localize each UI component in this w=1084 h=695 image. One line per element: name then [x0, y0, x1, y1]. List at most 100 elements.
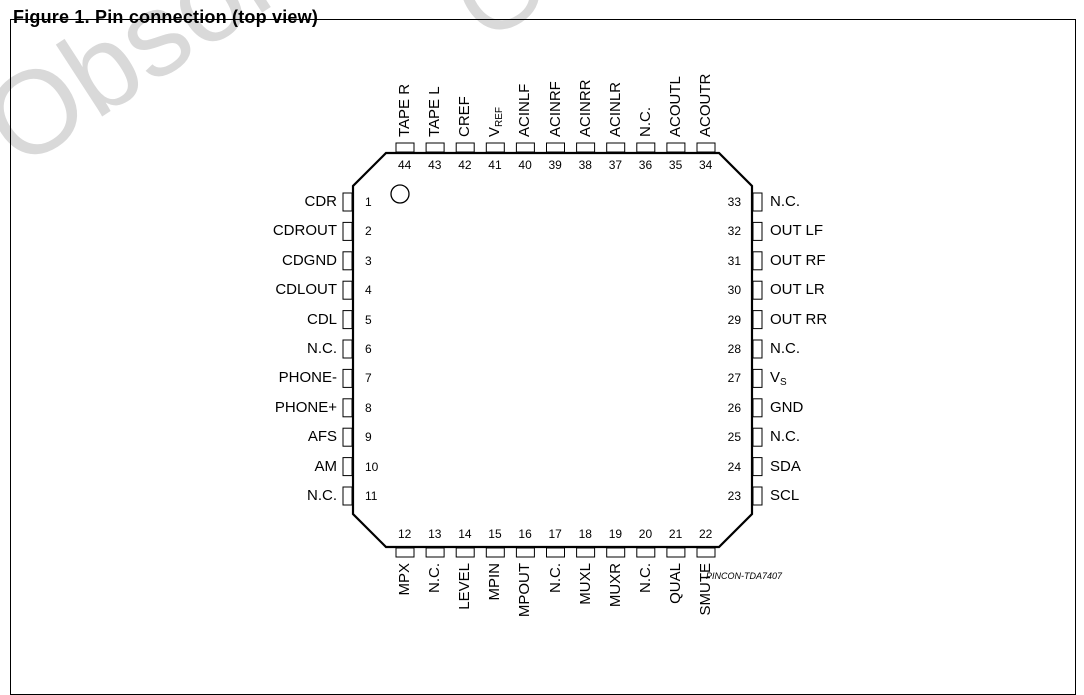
pin-label-15-text: MPIN [486, 563, 504, 601]
pin-label-26-text: GND [770, 398, 804, 416]
pin-label-41: VREF [486, 106, 508, 137]
pin-box-32 [752, 221, 763, 241]
pin-label-26: GND [770, 398, 804, 416]
pin-label-5: CDL [306, 310, 337, 328]
pin-label-12: MPX [396, 563, 413, 625]
pin-label-35: ACOUTL [667, 76, 684, 137]
pin-number-2: 2 [365, 224, 372, 239]
pin-number-35: 35 [668, 158, 683, 172]
pin-box-20 [636, 547, 656, 558]
pin-label-23-text: SCL [770, 487, 800, 504]
pin-number-41: 41 [488, 158, 502, 172]
pin-number-26: 26 [727, 400, 741, 415]
pin-label-6: N.C. [307, 341, 337, 357]
pin-label-23: SCL [770, 488, 799, 504]
pin-number-24: 24 [727, 459, 741, 474]
pin-label-28: N.C. [770, 341, 800, 357]
pin-box-3 [342, 251, 353, 271]
pin-label-6-text: N.C. [307, 340, 337, 357]
pin-label-11-text: N.C. [307, 487, 337, 504]
pin-box-14 [455, 547, 475, 558]
pin-box-42 [455, 142, 475, 153]
pin-number-22: 22 [699, 527, 713, 541]
pin-box-10 [342, 457, 353, 477]
pin1-marker [390, 184, 410, 204]
pin-box-33 [752, 192, 763, 212]
pin-label-39: ACINRF [547, 81, 564, 137]
pin-number-39: 39 [548, 158, 562, 172]
pin-label-20-text: N.C. [636, 563, 654, 593]
pin-label-9: AFS [308, 429, 337, 445]
pin-label-33-text: N.C. [770, 193, 800, 210]
pin-box-29 [752, 310, 763, 330]
pin-label-18-text: MUXL [576, 563, 594, 605]
pin-box-7 [342, 368, 353, 388]
pin-label-44: TAPE R [396, 83, 413, 137]
pin-label-17: N.C. [547, 563, 564, 625]
pin-number-13: 13 [428, 527, 442, 541]
pin-box-31 [752, 251, 763, 271]
pin-label-10: AM [314, 457, 338, 475]
pin-label-1-text: CDR [304, 193, 338, 210]
pin-box-2 [342, 221, 353, 241]
pin-number-32: 32 [727, 224, 741, 239]
pin-label-20: N.C. [636, 563, 654, 625]
pin-label-3: CDGND [282, 251, 337, 269]
pin-label-15: MPIN [486, 563, 504, 625]
pin-label-34: ACOUTR [697, 74, 714, 137]
pin-label-32: OUT LF [770, 223, 823, 239]
pin-label-31-text: OUT RF [770, 251, 826, 269]
pin-box-37 [606, 142, 626, 153]
pin-box-41 [485, 142, 505, 153]
pin-label-1: CDR [305, 194, 338, 210]
pin-box-23 [752, 486, 763, 506]
pin-label-40: ACINLF [516, 84, 533, 137]
pin-box-28 [752, 339, 763, 359]
pin-box-9 [342, 427, 353, 447]
pin-label-25-text: N.C. [770, 428, 800, 446]
pin-label-10-text: AM [314, 457, 338, 475]
pin-label-30-text: OUT LR [770, 281, 825, 299]
pin-number-16: 16 [518, 527, 532, 541]
pin-label-16: MPOUT [516, 563, 533, 625]
pin-number-14: 14 [458, 527, 472, 541]
pin-label-27-subscript: S [780, 377, 787, 389]
pin-label-44-text: TAPE R [396, 83, 413, 137]
pin-label-19: MUXR [607, 563, 624, 625]
pin-label-30: OUT LR [770, 282, 825, 298]
pin-box-39 [546, 142, 565, 153]
pin-box-11 [342, 486, 353, 506]
pin-box-13 [425, 547, 445, 558]
pin-box-18 [576, 547, 596, 558]
pin-number-28: 28 [727, 342, 741, 356]
pin-number-30: 30 [727, 283, 741, 298]
pin-box-36 [636, 142, 656, 153]
pin-number-38: 38 [578, 158, 592, 172]
pin-label-5-text: CDL [306, 310, 337, 328]
pin-box-43 [425, 142, 445, 153]
pin-box-4 [342, 280, 353, 300]
pin-box-40 [515, 142, 535, 153]
pin-number-7: 7 [365, 371, 372, 386]
pin-number-12: 12 [398, 527, 412, 541]
pin-label-36-text: N.C. [636, 107, 654, 137]
pin-label-4: CDLOUT [275, 282, 337, 298]
pin-number-19: 19 [608, 527, 623, 541]
pin-number-36: 36 [638, 158, 653, 172]
pin-number-21: 21 [668, 527, 683, 541]
pin-number-9: 9 [365, 430, 372, 445]
pin-label-7-text: PHONE- [278, 369, 337, 387]
pin-label-28-text: N.C. [770, 340, 800, 357]
pin-box-19 [606, 547, 626, 558]
pin-box-27 [752, 368, 763, 388]
pin-number-42: 42 [458, 158, 472, 172]
pin-number-6: 6 [365, 342, 372, 356]
pin-number-18: 18 [578, 527, 592, 541]
pin-number-3: 3 [365, 253, 372, 268]
pin-number-11: 11 [365, 489, 378, 503]
pin-label-41-subscript: REF [494, 106, 506, 127]
pin-label-24: SDA [770, 458, 801, 475]
pin-label-3-text: CDGND [282, 251, 337, 269]
package-outline [342, 142, 763, 558]
pin-label-37-text: ACINLR [606, 81, 624, 137]
